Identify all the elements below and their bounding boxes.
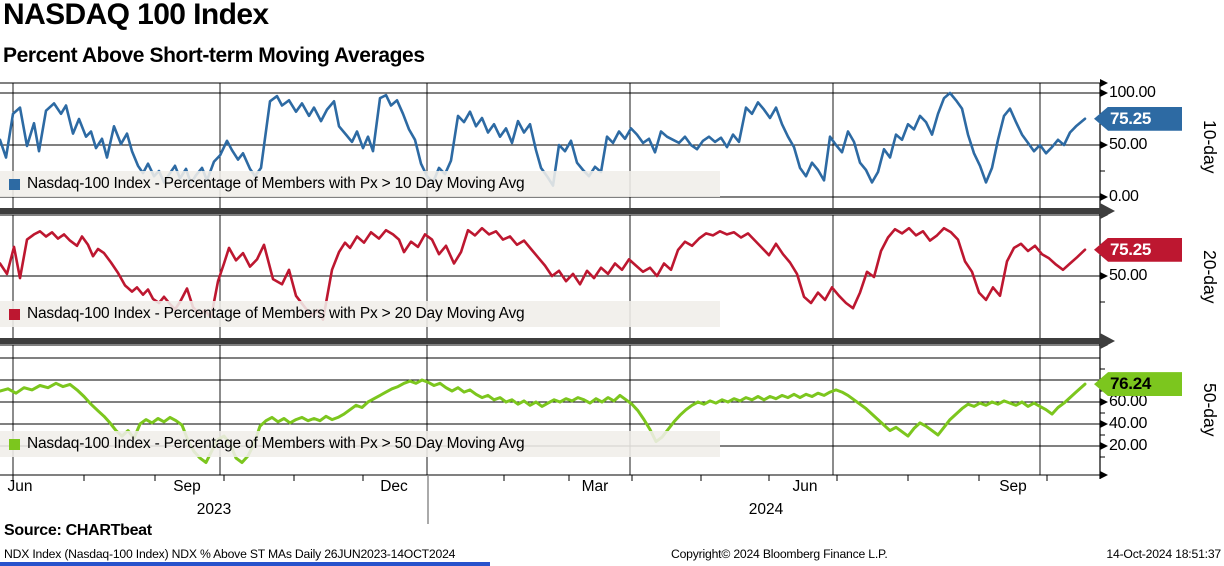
status-copyright: Copyright© 2024 Bloomberg Finance L.P.: [671, 547, 888, 561]
y-tick-label: 50.00: [1109, 267, 1148, 284]
legend-swatch-50day: [9, 438, 20, 450]
legend-swatch-20day: [9, 308, 20, 320]
page-subtitle: Percent Above Short-term Moving Averages: [3, 44, 425, 67]
y-tick-label: 100.00: [1109, 84, 1156, 101]
panel-separator-bar: [0, 338, 1100, 344]
source-label: Source: CHARTbeat: [4, 522, 152, 539]
legend-20day: Nasdaq-100 Index - Percentage of Members…: [0, 301, 720, 327]
status-security-info: NDX Index (Nasdaq-100 Index) NDX % Above…: [4, 547, 456, 561]
legend-10day: Nasdaq-100 Index - Percentage of Members…: [0, 171, 720, 197]
x-axis-arrow: [1100, 471, 1108, 479]
series-line-20day: [0, 226, 1087, 321]
last-value-badge-20day: 75.25: [1094, 237, 1182, 262]
y-tick-arrow: [1100, 193, 1108, 201]
legend-label-50day: Nasdaq-100 Index - Percentage of Members…: [27, 435, 525, 452]
y-tick-arrow: [1100, 272, 1108, 280]
legend-swatch-10day: [9, 178, 20, 190]
y-tick-arrow: [1100, 398, 1108, 406]
panel-axis-label-20day: 20-day: [1200, 249, 1220, 304]
page-title: NASDAQ 100 Index: [3, 0, 269, 31]
legend-50day: Nasdaq-100 Index - Percentage of Members…: [0, 431, 720, 457]
x-year-label: 2023: [196, 501, 232, 518]
last-value-badge-10day: 75.25: [1094, 106, 1182, 131]
selection-bar: [0, 562, 490, 566]
y-tick-label: 0.00: [1109, 188, 1139, 205]
last-value-badge-50day: 76.24: [1094, 372, 1182, 397]
y-tick-label: 50.00: [1109, 136, 1148, 153]
x-month-label: Sep: [173, 478, 201, 495]
panel-separator-arrow: [1100, 203, 1115, 219]
panel-axis-label-10day: 10-day: [1200, 119, 1220, 174]
status-timestamp: 14-Oct-2024 18:51:37: [1106, 547, 1221, 561]
x-month-label: Mar: [581, 478, 609, 495]
y-tick-arrow: [1100, 420, 1108, 428]
y-tick-label: 40.00: [1109, 415, 1148, 432]
x-month-label: Sep: [999, 478, 1027, 495]
legend-label-20day: Nasdaq-100 Index - Percentage of Members…: [27, 305, 525, 322]
x-month-label: Dec: [380, 478, 408, 495]
y-tick-label: 20.00: [1109, 437, 1148, 454]
y-tick-arrow: [1100, 89, 1108, 97]
panel-border-arrow: [1100, 79, 1108, 87]
y-tick-arrow: [1100, 442, 1108, 450]
status-bar: NDX Index (Nasdaq-100 Index) NDX % Above…: [0, 547, 1224, 562]
legend-label-10day: Nasdaq-100 Index - Percentage of Members…: [27, 175, 525, 192]
y-tick-arrow: [1100, 141, 1108, 149]
y-tick-label: 60.00: [1109, 393, 1148, 410]
panel-separator-arrow: [1100, 333, 1115, 349]
panel-axis-label-50day: 50-day: [1200, 383, 1220, 437]
x-month-label: Jun: [792, 478, 818, 495]
x-month-label: Jun: [7, 478, 33, 495]
panel-separator-bar: [0, 208, 1100, 214]
x-year-label: 2024: [748, 501, 784, 518]
